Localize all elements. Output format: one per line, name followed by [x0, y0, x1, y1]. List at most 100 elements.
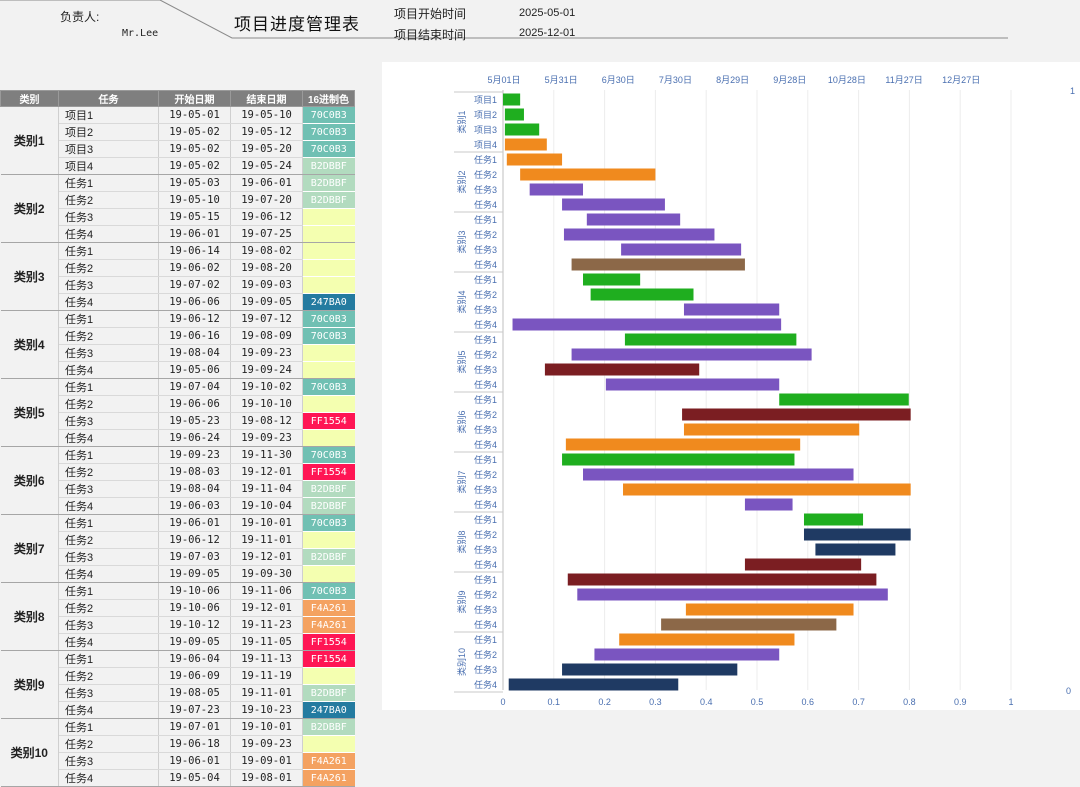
- table-row[interactable]: 类别2 任务1 19-05-03 19-06-01 B2DBBF: [0, 174, 355, 243]
- gantt-bar[interactable]: [503, 93, 521, 106]
- gantt-bar[interactable]: [683, 423, 860, 436]
- gantt-bar[interactable]: [590, 288, 694, 301]
- category-cell[interactable]: 类别8: [0, 582, 59, 651]
- task-cell[interactable]: 项目1: [58, 106, 159, 124]
- task-cell[interactable]: 任务1: [58, 514, 159, 532]
- hex-color-cell[interactable]: F4A261: [302, 769, 355, 787]
- start-date-cell[interactable]: 19-06-06: [158, 395, 231, 413]
- hex-color-cell[interactable]: F4A261: [302, 752, 355, 770]
- hex-color-cell[interactable]: B2DBBF: [302, 548, 355, 566]
- hex-color-cell[interactable]: [302, 259, 355, 277]
- end-date-cell[interactable]: 19-06-01: [230, 174, 303, 192]
- end-date-cell[interactable]: 19-11-30: [230, 446, 303, 464]
- end-date-cell[interactable]: 19-09-01: [230, 752, 303, 770]
- table-row[interactable]: 类别5 任务1 19-07-04 19-10-02 70C0B3: [0, 378, 355, 447]
- gantt-bar[interactable]: [562, 663, 738, 676]
- gantt-bar[interactable]: [815, 543, 896, 556]
- start-date-cell[interactable]: 19-10-12: [158, 616, 231, 634]
- gantt-bar[interactable]: [624, 333, 797, 346]
- table-row[interactable]: 项目2 19-05-02 19-05-12 70C0B3: [1, 123, 355, 141]
- table-row[interactable]: 类别7 任务1 19-06-01 19-10-01 70C0B3: [0, 514, 355, 583]
- table-row[interactable]: 任务3 19-05-15 19-06-12: [1, 208, 355, 226]
- start-date-cell[interactable]: 19-06-09: [158, 667, 231, 685]
- task-cell[interactable]: 任务4: [58, 361, 159, 379]
- hex-color-cell[interactable]: [302, 361, 355, 379]
- table-row[interactable]: 任务2 19-06-16 19-08-09 70C0B3: [1, 327, 355, 345]
- category-cell[interactable]: 类别9: [0, 650, 59, 719]
- end-date-cell[interactable]: 19-09-23: [230, 429, 303, 447]
- task-cell[interactable]: 任务3: [58, 344, 159, 362]
- table-row[interactable]: 任务3 19-10-12 19-11-23 F4A261: [1, 616, 355, 634]
- gantt-bar[interactable]: [744, 498, 793, 511]
- category-cell[interactable]: 类别6: [0, 446, 59, 515]
- gantt-bar[interactable]: [803, 528, 911, 541]
- table-row[interactable]: 任务3 19-05-23 19-08-12 FF1554: [1, 412, 355, 430]
- end-date-cell[interactable]: 19-08-12: [230, 412, 303, 430]
- task-cell[interactable]: 任务4: [58, 225, 159, 243]
- table-row[interactable]: 项目3 19-05-02 19-05-20 70C0B3: [1, 140, 355, 158]
- task-cell[interactable]: 任务3: [58, 480, 159, 498]
- end-date-cell[interactable]: 19-11-05: [230, 633, 303, 651]
- start-date-cell[interactable]: 19-06-12: [158, 531, 231, 549]
- end-date-cell[interactable]: 19-10-23: [230, 701, 303, 719]
- category-cell[interactable]: 类别7: [0, 514, 59, 583]
- start-date-cell[interactable]: 19-06-01: [158, 225, 231, 243]
- hex-color-cell[interactable]: B2DBBF: [302, 174, 355, 192]
- category-cell[interactable]: 类别3: [0, 242, 59, 311]
- gantt-bar[interactable]: [605, 378, 780, 391]
- task-cell[interactable]: 任务4: [58, 565, 159, 583]
- task-cell[interactable]: 任务1: [58, 582, 159, 600]
- table-row[interactable]: 任务3 19-08-04 19-11-04 B2DBBF: [1, 480, 355, 498]
- task-cell[interactable]: 项目4: [58, 157, 159, 175]
- hex-color-cell[interactable]: 70C0B3: [302, 106, 355, 124]
- start-date-cell[interactable]: 19-10-06: [158, 599, 231, 617]
- table-row[interactable]: 项目4 19-05-02 19-05-24 B2DBBF: [1, 157, 355, 175]
- category-cell[interactable]: 类别2: [0, 174, 59, 243]
- owner-name[interactable]: Mr.Lee: [122, 28, 159, 39]
- start-date-cell[interactable]: 19-05-02: [158, 157, 231, 175]
- start-date-cell[interactable]: 19-06-12: [158, 310, 231, 328]
- end-date-value[interactable]: 2025-12-01: [519, 27, 576, 39]
- gantt-bar[interactable]: [586, 213, 681, 226]
- start-date-cell[interactable]: 19-06-04: [158, 650, 231, 668]
- task-cell[interactable]: 任务4: [58, 769, 159, 787]
- start-date-cell[interactable]: 19-06-14: [158, 242, 231, 260]
- hex-color-cell[interactable]: 70C0B3: [302, 582, 355, 600]
- task-cell[interactable]: 任务3: [58, 276, 159, 294]
- table-row[interactable]: 任务3 19-08-05 19-11-01 B2DBBF: [1, 684, 355, 702]
- start-date-cell[interactable]: 19-08-03: [158, 463, 231, 481]
- table-row[interactable]: 任务3 19-08-04 19-09-23: [1, 344, 355, 362]
- task-cell[interactable]: 任务4: [58, 633, 159, 651]
- table-row[interactable]: 类别4 任务1 19-06-12 19-07-12 70C0B3: [0, 310, 355, 379]
- table-row[interactable]: 类别10 任务1 19-07-01 19-10-01 B2DBBF: [0, 718, 355, 787]
- gantt-bar[interactable]: [571, 258, 745, 271]
- hex-color-cell[interactable]: 70C0B3: [302, 310, 355, 328]
- task-cell[interactable]: 任务1: [58, 310, 159, 328]
- table-row[interactable]: 任务2 19-06-02 19-08-20: [1, 259, 355, 277]
- task-cell[interactable]: 任务3: [58, 616, 159, 634]
- table-row[interactable]: 类别9 任务1 19-06-04 19-11-13 FF1554: [0, 650, 355, 719]
- gantt-bar[interactable]: [508, 678, 679, 691]
- end-date-cell[interactable]: 19-11-13: [230, 650, 303, 668]
- task-cell[interactable]: 任务2: [58, 259, 159, 277]
- task-cell[interactable]: 任务1: [58, 446, 159, 464]
- end-date-cell[interactable]: 19-09-05: [230, 293, 303, 311]
- end-date-cell[interactable]: 19-05-20: [230, 140, 303, 158]
- start-date-cell[interactable]: 19-10-06: [158, 582, 231, 600]
- end-date-cell[interactable]: 19-11-19: [230, 667, 303, 685]
- hex-color-cell[interactable]: FF1554: [302, 412, 355, 430]
- table-row[interactable]: 类别8 任务1 19-10-06 19-11-06 70C0B3: [0, 582, 355, 651]
- table-row[interactable]: 任务4 19-06-03 19-10-04 B2DBBF: [1, 497, 355, 515]
- end-date-cell[interactable]: 19-08-20: [230, 259, 303, 277]
- gantt-bar[interactable]: [621, 243, 742, 256]
- task-cell[interactable]: 任务3: [58, 684, 159, 702]
- hex-color-cell[interactable]: [302, 531, 355, 549]
- end-date-cell[interactable]: 19-12-01: [230, 548, 303, 566]
- start-date-cell[interactable]: 19-07-01: [158, 718, 231, 736]
- table-row[interactable]: 任务4 19-06-24 19-09-23: [1, 429, 355, 447]
- hex-color-cell[interactable]: [302, 429, 355, 447]
- hex-color-cell[interactable]: [302, 208, 355, 226]
- gantt-bar[interactable]: [529, 183, 584, 196]
- gantt-bar[interactable]: [571, 348, 812, 361]
- table-row[interactable]: 类别1 项目1 19-05-01 19-05-10 70C0B3: [0, 106, 355, 175]
